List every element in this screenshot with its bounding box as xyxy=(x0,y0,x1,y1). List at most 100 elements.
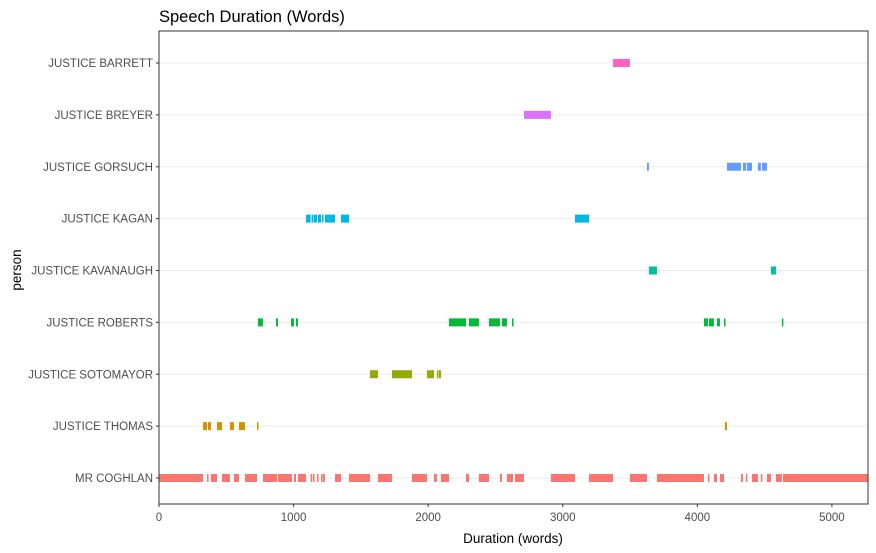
y-tick-label: JUSTICE BREYER xyxy=(55,110,153,122)
y-tick-label: JUSTICE THOMAS xyxy=(53,421,153,433)
speech-segment xyxy=(589,474,613,482)
speech-segment xyxy=(313,214,318,223)
speech-segment xyxy=(340,214,350,223)
y-axis-label: person xyxy=(9,249,24,290)
x-tick-label: 0 xyxy=(156,512,162,524)
speech-segment xyxy=(656,474,704,482)
x-tick-label: 5000 xyxy=(819,512,845,524)
speech-segment xyxy=(766,474,771,482)
speech-segment xyxy=(438,370,441,379)
speech-segment xyxy=(203,422,208,431)
speech-segment xyxy=(514,474,524,482)
speech-segment xyxy=(726,162,741,171)
speech-segment xyxy=(217,422,222,431)
speech-segment xyxy=(263,474,278,482)
speech-segment xyxy=(317,474,319,482)
speech-segment xyxy=(377,474,392,482)
speech-segment xyxy=(523,110,551,119)
x-tick-label: 2000 xyxy=(415,512,441,524)
speech-segment xyxy=(501,318,507,327)
speech-segment xyxy=(440,474,450,482)
speech-segment xyxy=(275,318,278,327)
y-tick-label: JUSTICE KAVANAUGH xyxy=(31,266,153,278)
speech-segment xyxy=(349,474,371,482)
speech-segment xyxy=(782,474,868,482)
speech-segment xyxy=(629,474,648,482)
x-tick-label: 1000 xyxy=(281,512,307,524)
speech-segment xyxy=(761,162,767,171)
speech-segment xyxy=(257,318,263,327)
speech-segment xyxy=(293,474,297,482)
speech-segment xyxy=(233,474,239,482)
speech-segment xyxy=(751,474,758,482)
speech-segment xyxy=(449,318,466,327)
panel-border xyxy=(158,30,869,505)
speech-segment xyxy=(648,266,657,275)
speech-segment xyxy=(207,422,211,431)
speech-segment xyxy=(207,474,209,482)
y-tick-label: MR COGHLAN xyxy=(75,473,153,485)
y-tick-label: JUSTICE BARRETT xyxy=(48,58,153,70)
speech-segment xyxy=(740,474,743,482)
speech-segment xyxy=(719,474,724,482)
speech-segment xyxy=(291,318,294,327)
speech-segment xyxy=(426,370,434,379)
speech-segment xyxy=(277,474,292,482)
speech-segment xyxy=(742,162,746,171)
speech-segment xyxy=(550,474,576,482)
speech-segment xyxy=(245,474,257,482)
x-axis-label: Duration (words) xyxy=(463,531,563,546)
speech-segment xyxy=(229,422,234,431)
speech-segment xyxy=(512,318,514,327)
speech-segment xyxy=(575,214,590,223)
speech-segment xyxy=(305,214,311,223)
speech-segment xyxy=(317,214,322,223)
speech-segment xyxy=(468,318,479,327)
speech-segment xyxy=(708,318,714,327)
speech-segment xyxy=(506,474,513,482)
speech-segment xyxy=(775,474,782,482)
speech-segment xyxy=(723,318,726,327)
speech-segment xyxy=(612,59,630,67)
speech-segment xyxy=(159,474,204,482)
y-tick-label: JUSTICE KAGAN xyxy=(62,214,153,226)
speech-segment xyxy=(298,474,306,482)
speech-segment xyxy=(322,474,325,482)
speech-segment xyxy=(713,474,717,482)
speech-segment xyxy=(221,474,230,482)
speech-segment xyxy=(324,214,336,223)
speech-segment xyxy=(238,422,246,431)
y-tick-label: JUSTICE ROBERTS xyxy=(47,317,154,329)
speech-segment xyxy=(499,474,502,482)
speech-segment xyxy=(770,266,776,275)
speech-segment xyxy=(724,422,727,431)
speech-segment xyxy=(489,318,500,327)
speech-segment xyxy=(312,474,315,482)
speech-segment xyxy=(433,474,437,482)
chart-title: Speech Duration (Words) xyxy=(159,8,345,26)
speech-segment xyxy=(647,162,649,171)
speech-segment xyxy=(716,318,720,327)
speech-segment xyxy=(412,474,427,482)
speech-segment xyxy=(321,214,324,223)
x-tick-label: 3000 xyxy=(550,512,576,524)
speech-segment xyxy=(760,474,763,482)
speech-segment xyxy=(703,318,708,327)
speech-segment xyxy=(296,318,299,327)
y-tick-label: JUSTICE GORSUCH xyxy=(43,162,153,174)
speech-segment xyxy=(745,474,748,482)
speech-segment xyxy=(256,422,259,431)
speech-segment xyxy=(335,474,341,482)
speech-segment xyxy=(781,318,784,327)
speech-segment xyxy=(465,474,469,482)
speech-segment xyxy=(707,474,710,482)
speech-segment xyxy=(310,474,313,482)
speech-segment xyxy=(210,474,218,482)
x-tick-label: 4000 xyxy=(685,512,711,524)
speech-segment xyxy=(321,474,323,482)
speech-segment xyxy=(757,162,761,171)
speech-segment xyxy=(311,214,314,223)
speech-segment xyxy=(391,370,413,379)
y-tick-label: JUSTICE SOTOMAYOR xyxy=(28,369,153,381)
